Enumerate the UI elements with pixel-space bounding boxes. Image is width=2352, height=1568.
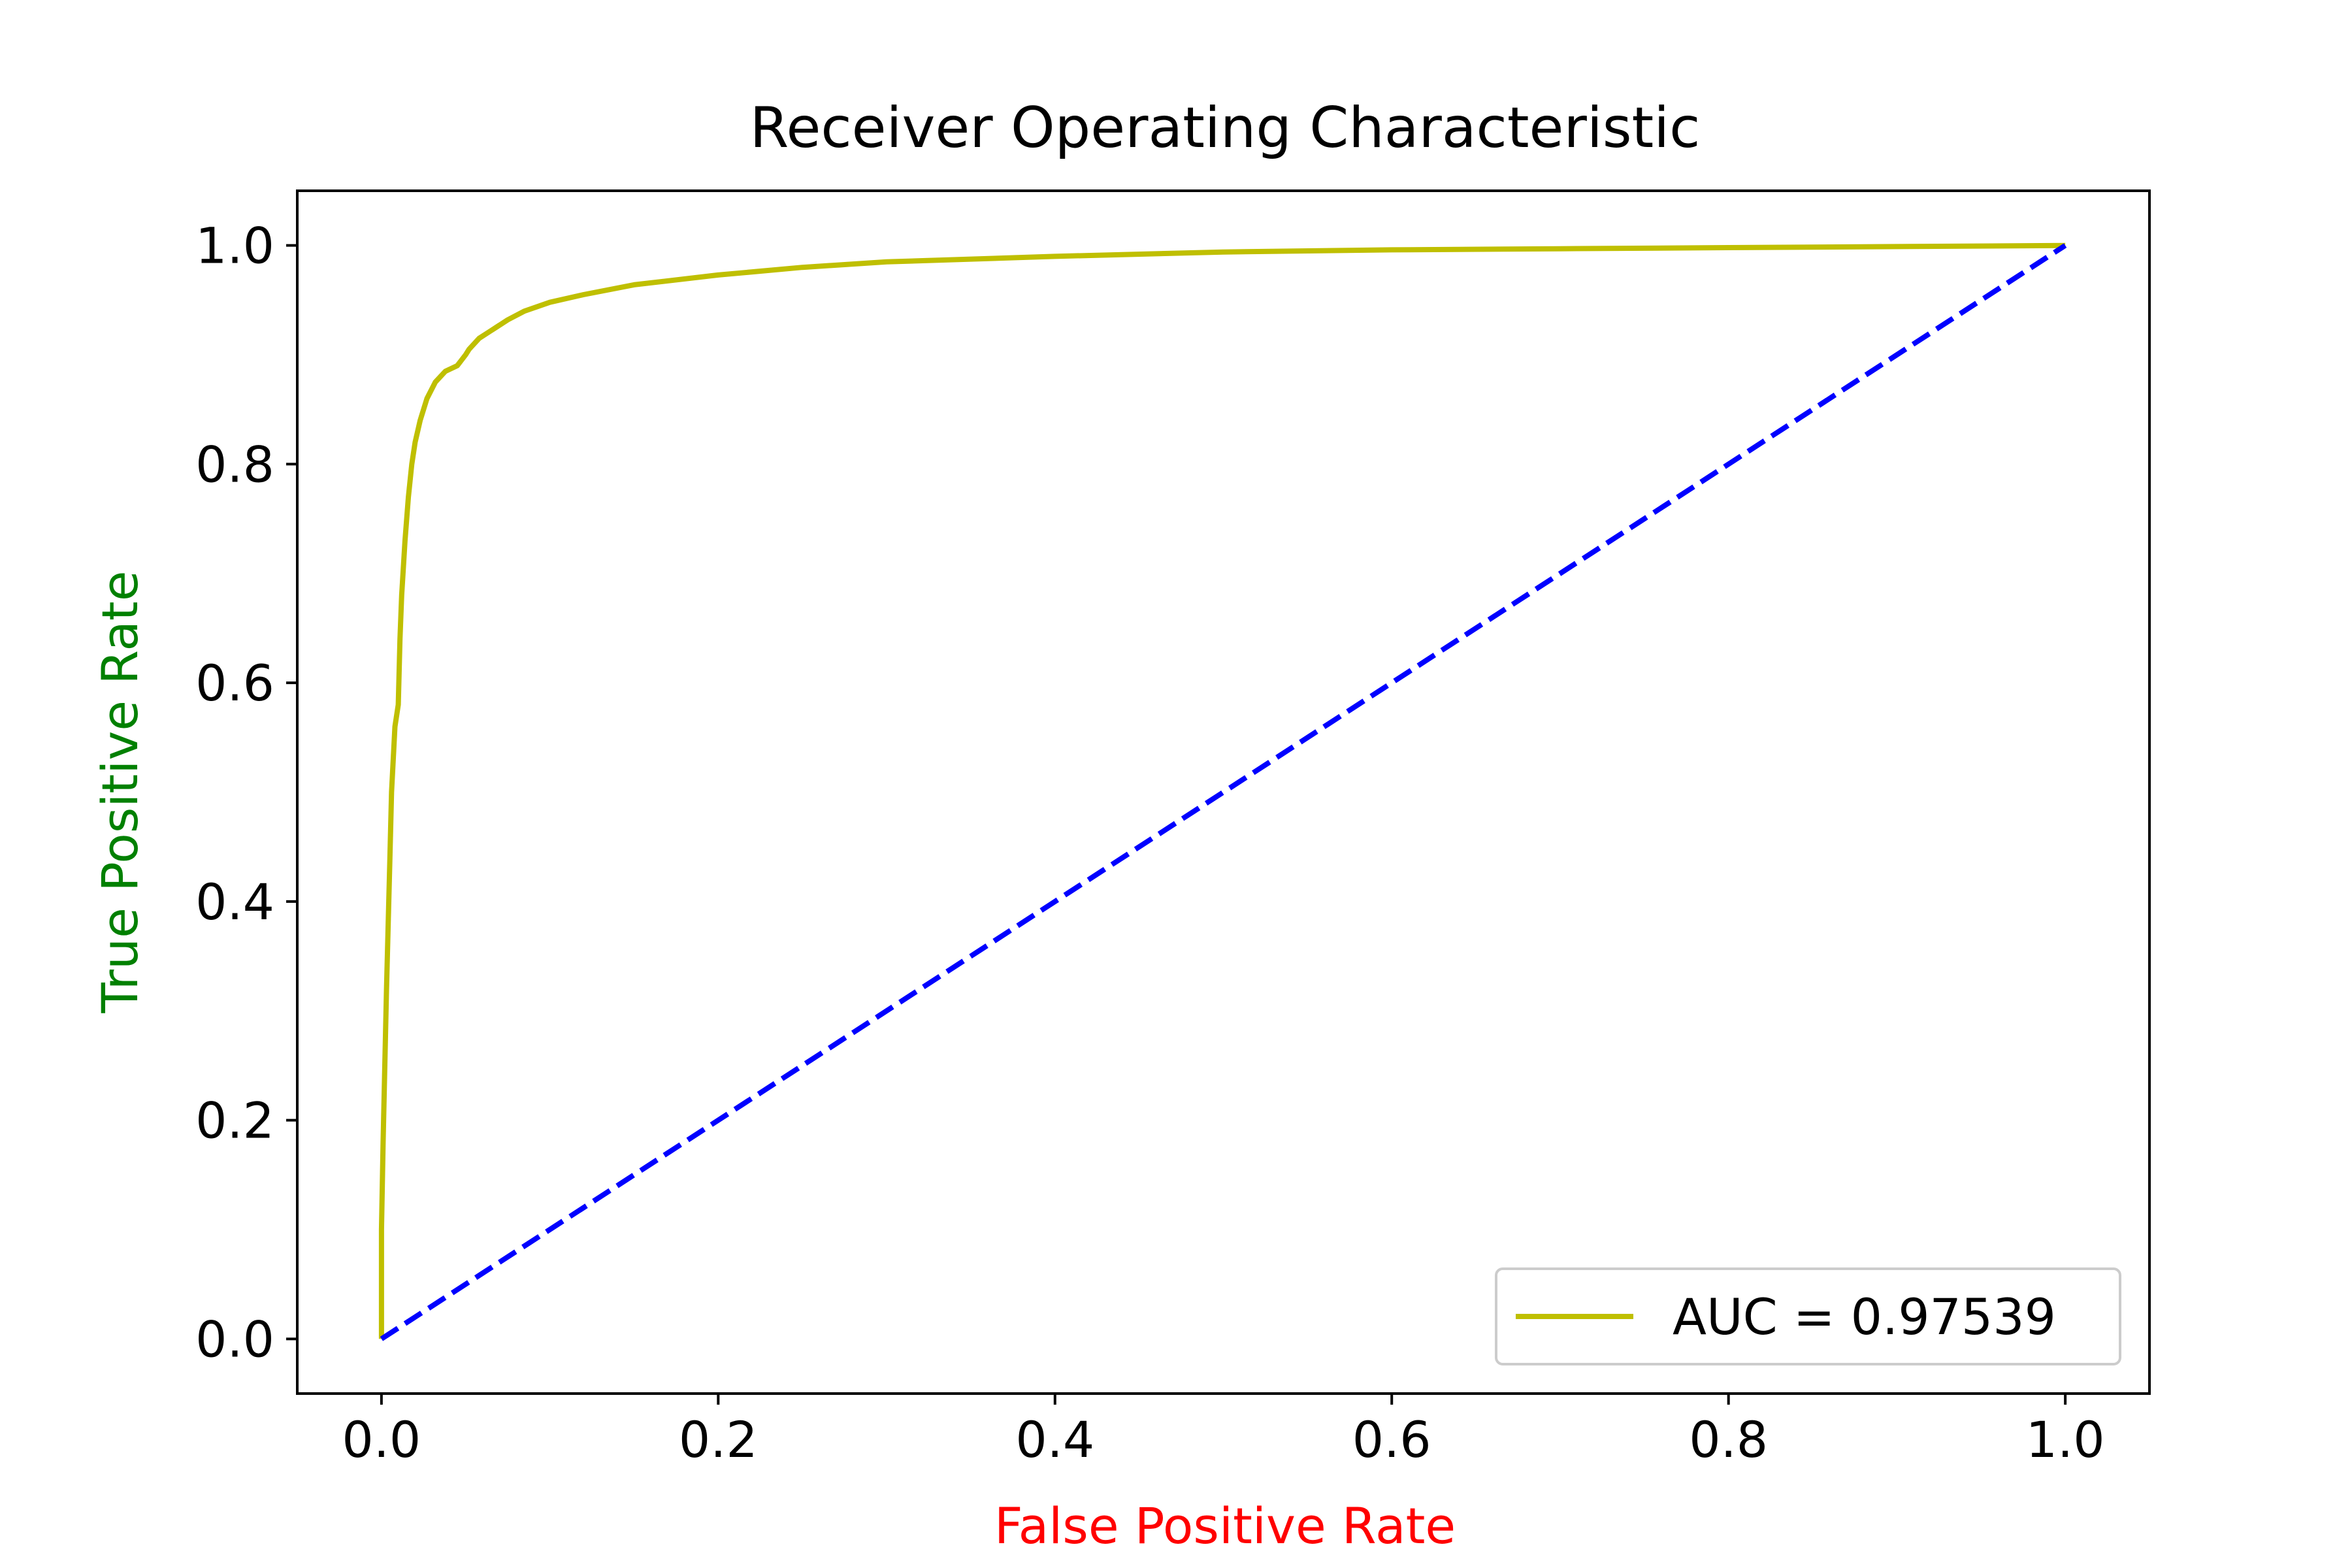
x-axis-label: False Positive Rate	[994, 1497, 1456, 1555]
chance-diagonal-line	[380, 243, 2067, 1341]
x-tick-label: 0.8	[1689, 1411, 1768, 1469]
y-tick-label: 0.2	[195, 1092, 274, 1150]
axes-frame	[296, 189, 2151, 1395]
legend-box	[1495, 1267, 2121, 1365]
x-tick-label: 0.0	[342, 1411, 421, 1469]
y-tick-label: 0.4	[195, 873, 274, 931]
plot-area	[296, 189, 2151, 1395]
legend-label: AUC = 0.97539	[1673, 1288, 2056, 1346]
y-tick-label: 0.6	[195, 654, 274, 712]
x-tick-label: 0.2	[679, 1411, 758, 1469]
y-tick-label: 0.8	[195, 435, 274, 493]
y-axis-label: True Positive Rate	[91, 571, 149, 1014]
series-layer	[378, 242, 2067, 1341]
y-tick-label: 1.0	[195, 217, 274, 275]
chart-title: Receiver Operating Characteristic	[750, 95, 1701, 161]
legend: AUC = 0.97539	[1495, 1267, 2121, 1365]
roc-curve-line	[378, 242, 2066, 1339]
x-tick-label: 0.6	[1352, 1411, 1431, 1469]
y-axis-ticks: 0.0 0.2 0.4 0.6 0.8 1.0	[195, 217, 297, 1368]
x-axis-ticks: 0.0 0.2 0.4 0.6 0.8 1.0	[342, 1394, 2105, 1469]
x-tick-label: 0.4	[1015, 1411, 1094, 1469]
x-tick-label: 1.0	[2026, 1411, 2105, 1469]
y-tick-label: 0.0	[195, 1310, 274, 1368]
